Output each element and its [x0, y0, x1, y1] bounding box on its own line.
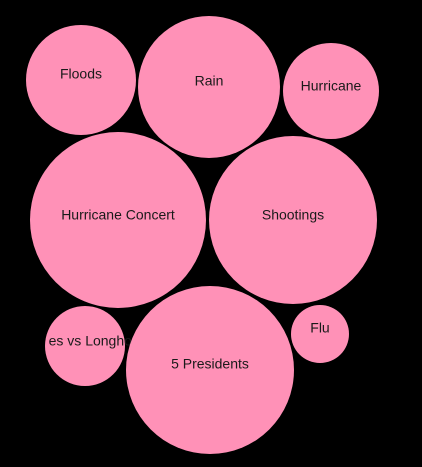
bubble-5-presidents[interactable]: 5 Presidents — [126, 286, 294, 454]
bubble-circle-flu[interactable] — [291, 305, 349, 363]
bubble-label-hurricane-concert: Hurricane Concert — [61, 207, 175, 223]
bubble-label-flu: Flu — [310, 320, 329, 336]
bubble-circle-hurricane-concert[interactable] — [30, 132, 206, 308]
bubble-label-hurricane: Hurricane — [301, 78, 362, 94]
bubble-floods[interactable]: Floods — [26, 25, 136, 135]
bubble-es-vs-longhorns[interactable]: es vs Longhorns — [45, 306, 151, 386]
bubble-shootings[interactable]: Shootings — [209, 136, 377, 304]
bubble-label-5-presidents: 5 Presidents — [171, 356, 249, 372]
bubble-circle-5-presidents[interactable] — [126, 286, 294, 454]
bubble-rain[interactable]: Rain — [138, 16, 280, 158]
bubble-circle-shootings[interactable] — [209, 136, 377, 304]
bubble-circle-hurricane[interactable] — [283, 43, 379, 139]
bubble-label-rain: Rain — [195, 73, 224, 89]
bubble-circle-rain[interactable] — [138, 16, 280, 158]
bubble-circle-es-vs-longhorns[interactable] — [45, 306, 125, 386]
bubble-circle-floods[interactable] — [26, 25, 136, 135]
bubble-label-es-vs-longhorns: es vs Longhorns — [49, 333, 152, 349]
bubble-label-floods: Floods — [60, 66, 102, 82]
bubble-hurricane[interactable]: Hurricane — [283, 43, 379, 139]
bubble-flu[interactable]: Flu — [291, 305, 349, 363]
bubble-label-shootings: Shootings — [262, 207, 324, 223]
bubble-hurricane-concert[interactable]: Hurricane Concert — [30, 132, 206, 308]
